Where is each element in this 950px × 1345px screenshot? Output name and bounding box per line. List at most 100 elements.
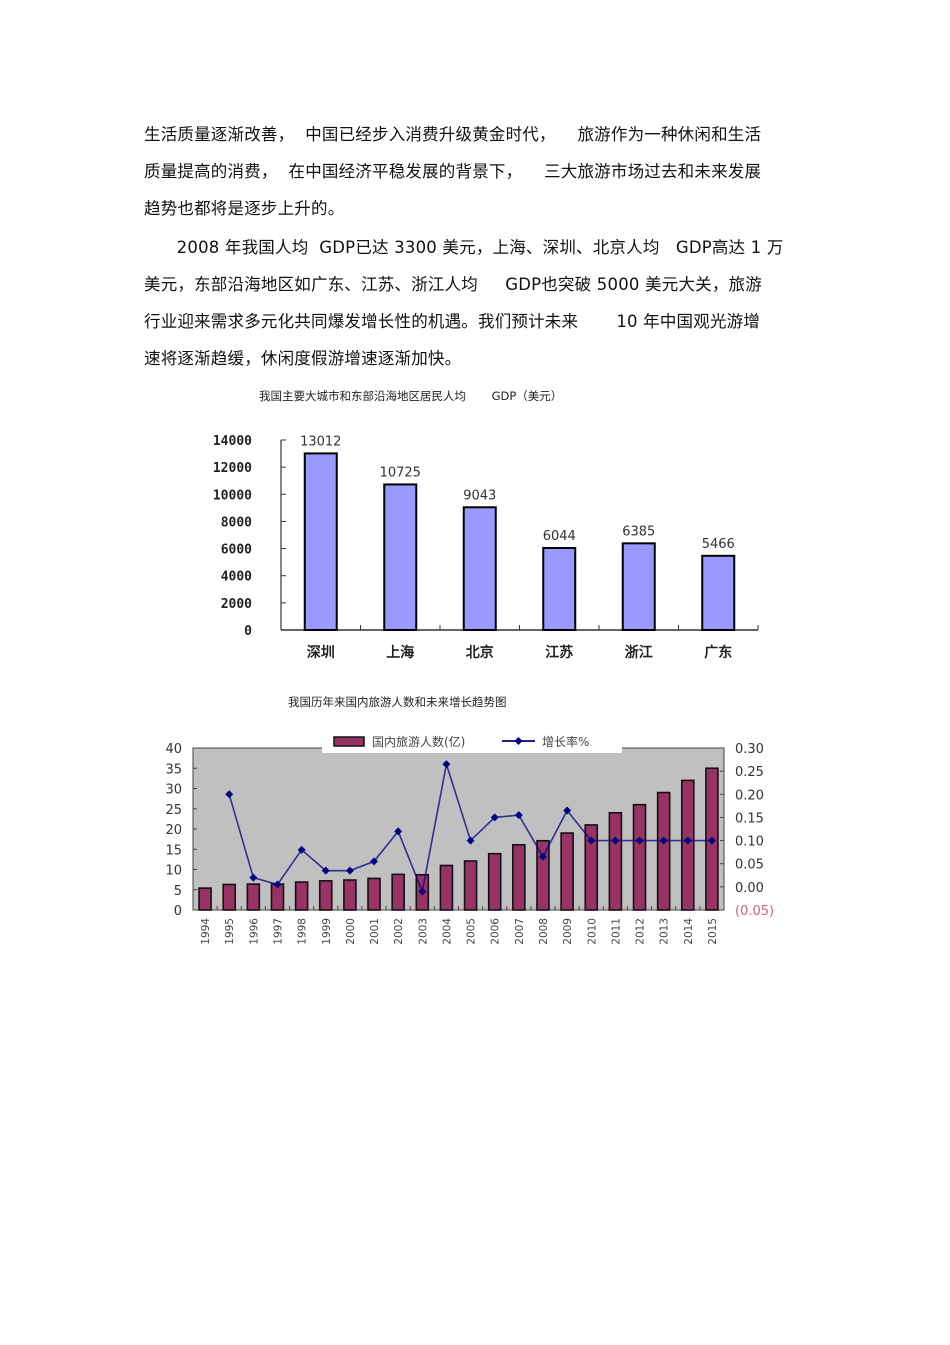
tourist-bar-1995: [222, 883, 237, 911]
tourist-bar-2001: [367, 877, 381, 911]
tourist-bar-2012: [632, 803, 647, 911]
right-y-tick: 0.20: [735, 788, 764, 803]
year-label: 2008: [538, 918, 550, 945]
growth-marker-icon: [659, 836, 668, 845]
growth-marker-icon: [297, 845, 306, 854]
legend-line-marker-icon: [514, 737, 523, 745]
data-label: 5466: [702, 537, 735, 552]
tourist-bar-2002: [391, 873, 405, 911]
left-y-tick: 10: [165, 864, 182, 879]
gdp-bar-chart: 1400012000100008000600040002000013012深圳1…: [213, 434, 759, 661]
tourist-bar-1996: [246, 883, 261, 911]
y-tick-label: 4000: [221, 570, 252, 585]
tourist-bar-2000: [343, 879, 357, 911]
y-tick-label: 10000: [213, 488, 252, 503]
year-label: 1999: [321, 918, 333, 945]
year-label: 1997: [272, 918, 284, 945]
growth-marker-icon: [442, 760, 451, 769]
growth-marker-icon: [563, 806, 572, 815]
growth-marker-icon: [635, 836, 644, 845]
growth-marker-icon: [273, 880, 282, 889]
year-label: 2004: [441, 918, 453, 945]
growth-marker-icon: [611, 836, 620, 845]
paragraph-line: 行业迎来需求多元化共同爆发增长性的机遇。我们预计未来 10 年中国观光游增: [144, 312, 761, 331]
right-y-tick: 0.10: [735, 835, 764, 850]
bar-上海: 10725 上海: [380, 465, 421, 661]
y-tick-label: 8000: [221, 515, 252, 530]
data-label: 9043: [463, 488, 496, 503]
tourist-bar-2009: [560, 832, 574, 911]
year-label: 1994: [200, 918, 212, 945]
left-y-tick: 5: [174, 884, 182, 899]
tourist-bar-2008: [536, 839, 550, 911]
year-label: 2007: [514, 918, 526, 945]
y-tick-label: 6000: [221, 543, 252, 558]
paragraph-line: 趋势也都将是逐步上升的。: [144, 199, 345, 218]
growth-marker-icon: [394, 827, 403, 836]
category-label: 北京: [466, 644, 494, 661]
bar-深圳: 13012 深圳: [300, 434, 341, 661]
data-label: 10725: [380, 465, 421, 480]
y-tick-label: 2000: [221, 597, 252, 612]
tourist-bar-2005: [463, 860, 478, 911]
left-y-tick: 30: [165, 783, 182, 798]
tourist-bar-2014: [680, 779, 695, 911]
left-y-tick: 40: [165, 742, 182, 757]
year-label: 2000: [345, 918, 357, 945]
year-label: 2002: [393, 918, 405, 945]
tourist-bar-1994: [198, 887, 212, 911]
growth-marker-icon: [538, 852, 547, 861]
category-label: 江苏: [545, 644, 573, 661]
year-label: 2012: [635, 918, 647, 945]
right-y-tick: 0.15: [735, 811, 764, 826]
right-y-tick: 0.30: [735, 742, 764, 757]
paragraph-line: 美元，东部沿海地区如广东、江苏、浙江人均 GDP也突破 5000 美元大关，旅游: [144, 275, 762, 294]
year-label: 2003: [417, 918, 429, 945]
growth-marker-icon: [345, 866, 354, 875]
year-label: 2010: [586, 918, 598, 945]
left-y-tick: 20: [165, 823, 182, 838]
growth-marker-icon: [587, 836, 596, 845]
y-tick-label: 0: [244, 624, 252, 639]
category-label: 广东: [704, 644, 732, 661]
year-label: 2005: [466, 918, 478, 945]
paragraph-line: 质量提高的消费， 在中国经济平稳发展的背景下， 三大旅游市场过去和未来发展: [144, 162, 762, 181]
paragraph-2: 2008 年我国人均 GDP已达 3300 美元，上海、深圳、北京人均 GDP高…: [144, 229, 804, 377]
chart2-caption: 我国历年来国内旅游人数和未来增长趋势图: [288, 695, 507, 709]
year-label: 2001: [369, 918, 381, 945]
growth-marker-icon: [514, 811, 523, 820]
right-y-tick: (0.05): [735, 904, 774, 919]
paragraph-line: 生活质量逐渐改善， 中国已经步入消费升级黄金时代， 旅游作为一种休闲和生活: [144, 125, 762, 144]
growth-marker-icon: [490, 813, 499, 822]
data-label: 6044: [543, 529, 576, 544]
tourist-bar-1999: [318, 880, 333, 911]
right-y-tick: 0.25: [735, 765, 764, 780]
paragraph-line: 速将逐渐趋缓，休闲度假游增速逐渐加快。: [144, 349, 462, 368]
year-label: 1996: [248, 918, 260, 945]
tourist-bar-2011: [608, 812, 623, 911]
tourist-bar-2010: [584, 824, 599, 911]
chart1-caption: 我国主要大城市和东部沿海地区居民人均 GDP（美元）: [259, 389, 563, 403]
bar-浙江: 6385 浙江: [621, 524, 656, 661]
y-tick-label: 12000: [213, 461, 252, 476]
tourist-bar-2006: [487, 852, 502, 911]
year-label: 1998: [297, 918, 309, 945]
paragraph-line: 2008 年我国人均 GDP已达 3300 美元，上海、深圳、北京人均 GDP高…: [144, 238, 784, 257]
data-label: 13012: [300, 434, 341, 449]
legend-bar-swatch: [333, 736, 365, 747]
year-label: 2006: [490, 918, 502, 945]
growth-marker-icon: [466, 836, 475, 845]
growth-marker-icon: [370, 857, 379, 866]
growth-marker-icon: [418, 887, 427, 896]
year-label: 2011: [610, 918, 622, 945]
legend-line-label: 增长率%: [542, 734, 589, 749]
legend-bar-label: 国内旅游人数(亿): [372, 734, 465, 749]
tourist-bar-2007: [512, 843, 526, 911]
year-label: 2014: [683, 918, 695, 945]
tourist-bar-2013: [656, 791, 671, 911]
right-y-tick: 0.05: [735, 858, 764, 873]
category-label: 浙江: [625, 644, 653, 661]
y-tick-label: 14000: [213, 434, 252, 449]
year-label: 2009: [562, 918, 574, 945]
left-y-tick: 35: [165, 762, 182, 777]
